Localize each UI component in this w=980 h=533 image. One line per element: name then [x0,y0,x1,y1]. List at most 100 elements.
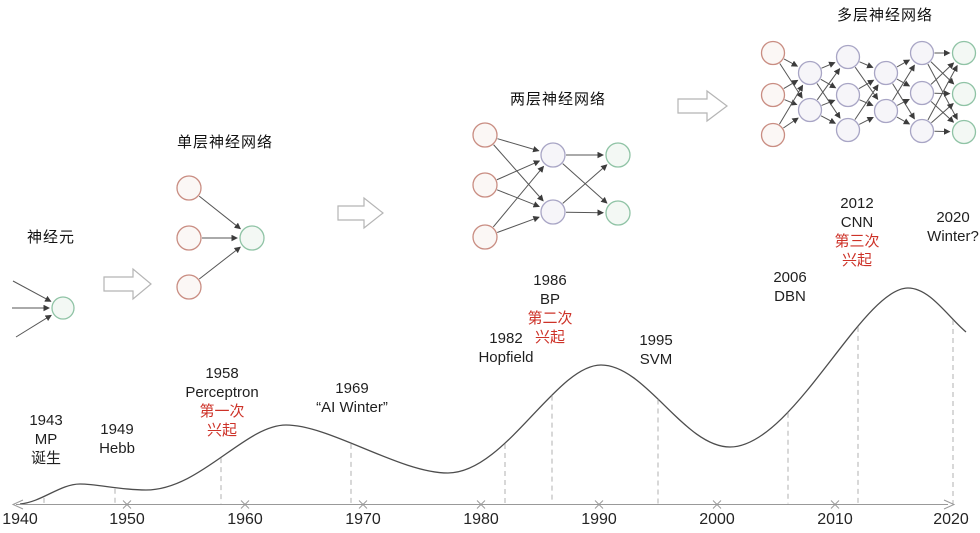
connection-arrow [930,62,955,85]
connection-arrow [497,138,540,153]
input-node-red [472,122,498,148]
event-line: Perceptron [185,384,259,401]
hype-curve [19,287,967,505]
connection-arrow [562,163,608,204]
connection-arrow [927,63,958,121]
neuron-node-green [51,296,75,320]
axis-year-label: 1990 [581,511,617,528]
decade-x-marker [476,500,486,509]
connection-arrow [497,216,540,233]
axis-right-arrow-icon [943,499,956,510]
decade-x-marker [122,500,132,509]
connection-arrow [930,61,955,85]
connection-arrow [783,117,799,129]
timeline-event-2012: 2012 CNN 第三次 兴起 [834,194,879,270]
axis-year-label: 2020 [933,511,969,528]
connection-arrow [778,84,804,125]
event-line: BP [539,291,561,308]
timeline-event-1969: 1969 “AI Winter” [316,379,388,417]
output-node-green [951,81,977,107]
event-line: 1943 [29,412,63,429]
event-line: DBN [774,288,806,305]
connection-arrow [892,64,915,101]
event-line: 1986 [533,272,567,289]
connection-arrow [783,79,799,90]
input-node-red [760,122,786,148]
connection-arrow [12,280,52,302]
hidden-node-purple [835,82,861,108]
connection-arrow [821,99,836,106]
connection-arrow [859,61,874,69]
event-line: Hopfield [478,349,534,366]
hidden-node-purple [797,60,823,86]
flow-arrow-icon [103,267,152,301]
timeline-event-1986: 1986 BP 第二次 兴起 [527,271,572,347]
diagram-title-two-layer: 两层神经网络 [509,91,607,108]
timeline-event-2006: 2006 DBN [773,268,806,306]
connection-arrow [15,314,52,338]
event-line-highlight: 第一次 [199,403,245,420]
connection-arrow [783,58,799,67]
hidden-node-purple [873,60,899,86]
event-line: “AI Winter” [316,399,388,416]
axis-year-label: 1960 [227,511,263,528]
input-node-red [472,172,498,198]
connection-arrow [854,84,879,120]
connection-arrow [565,209,604,216]
timeline-event-2020: 2020 Winter? [927,208,979,246]
timeline-event-1949: 1949 Hebb [99,420,135,458]
connection-arrow [927,64,958,121]
diagram-title-multi-layer: 多层神经网络 [836,7,934,24]
timeline-event-1982: 1982 Hopfield [478,329,533,367]
diagram-title-single-layer: 单层神经网络 [176,134,274,151]
axis-year-label: 2000 [699,511,735,528]
output-node-green [951,119,977,145]
connection-arrow [896,99,910,106]
event-line-highlight: 兴起 [841,252,873,269]
event-line: 1949 [100,421,134,438]
event-line-highlight: 第三次 [834,233,880,250]
input-node-red [760,82,786,108]
axis-year-label: 1980 [463,511,499,528]
hidden-node-purple [873,98,899,124]
hidden-node-purple [835,44,861,70]
event-line: 2012 [840,195,874,212]
connection-arrow [854,66,879,100]
event-line: 1969 [335,380,369,397]
event-line: 2006 [773,269,807,286]
connection-arrow [784,99,798,106]
input-node-red [176,175,202,201]
connection-arrow [858,117,874,125]
axis-year-label: 1970 [345,511,381,528]
event-line: 1995 [639,332,673,349]
event-line: SVM [639,351,673,368]
decade-x-marker [594,500,604,509]
output-node-green [239,225,265,251]
flow-arrow-icon [337,196,384,230]
output-node-green [951,40,977,66]
axis-year-label: 1940 [2,511,38,528]
event-line: 诞生 [30,450,61,467]
timeline-event-1958: 1958 Perceptron 第一次 兴起 [185,364,258,440]
decade-x-marker [358,500,368,509]
decade-x-marker [240,500,250,509]
hidden-node-purple [797,97,823,123]
event-line: CNN [840,214,874,231]
axis-year-label: 1950 [109,511,145,528]
connection-arrow [496,160,541,181]
event-line: Winter? [927,228,979,245]
connection-arrow [198,195,242,230]
connection-arrow [493,144,544,202]
input-node-red [760,40,786,66]
event-line-highlight: 兴起 [206,422,237,439]
hidden-node-purple [540,142,566,168]
connection-arrow [896,59,911,68]
hidden-node-purple [909,80,935,106]
input-node-red [472,224,498,250]
timeline-event-1943: 1943 MP 诞生 [29,411,62,468]
event-line: Hebb [99,440,135,457]
flow-arrow-icon [677,89,728,123]
axis-year-label: 2010 [817,511,853,528]
diagram-title-neuron: 神经元 [26,229,76,246]
